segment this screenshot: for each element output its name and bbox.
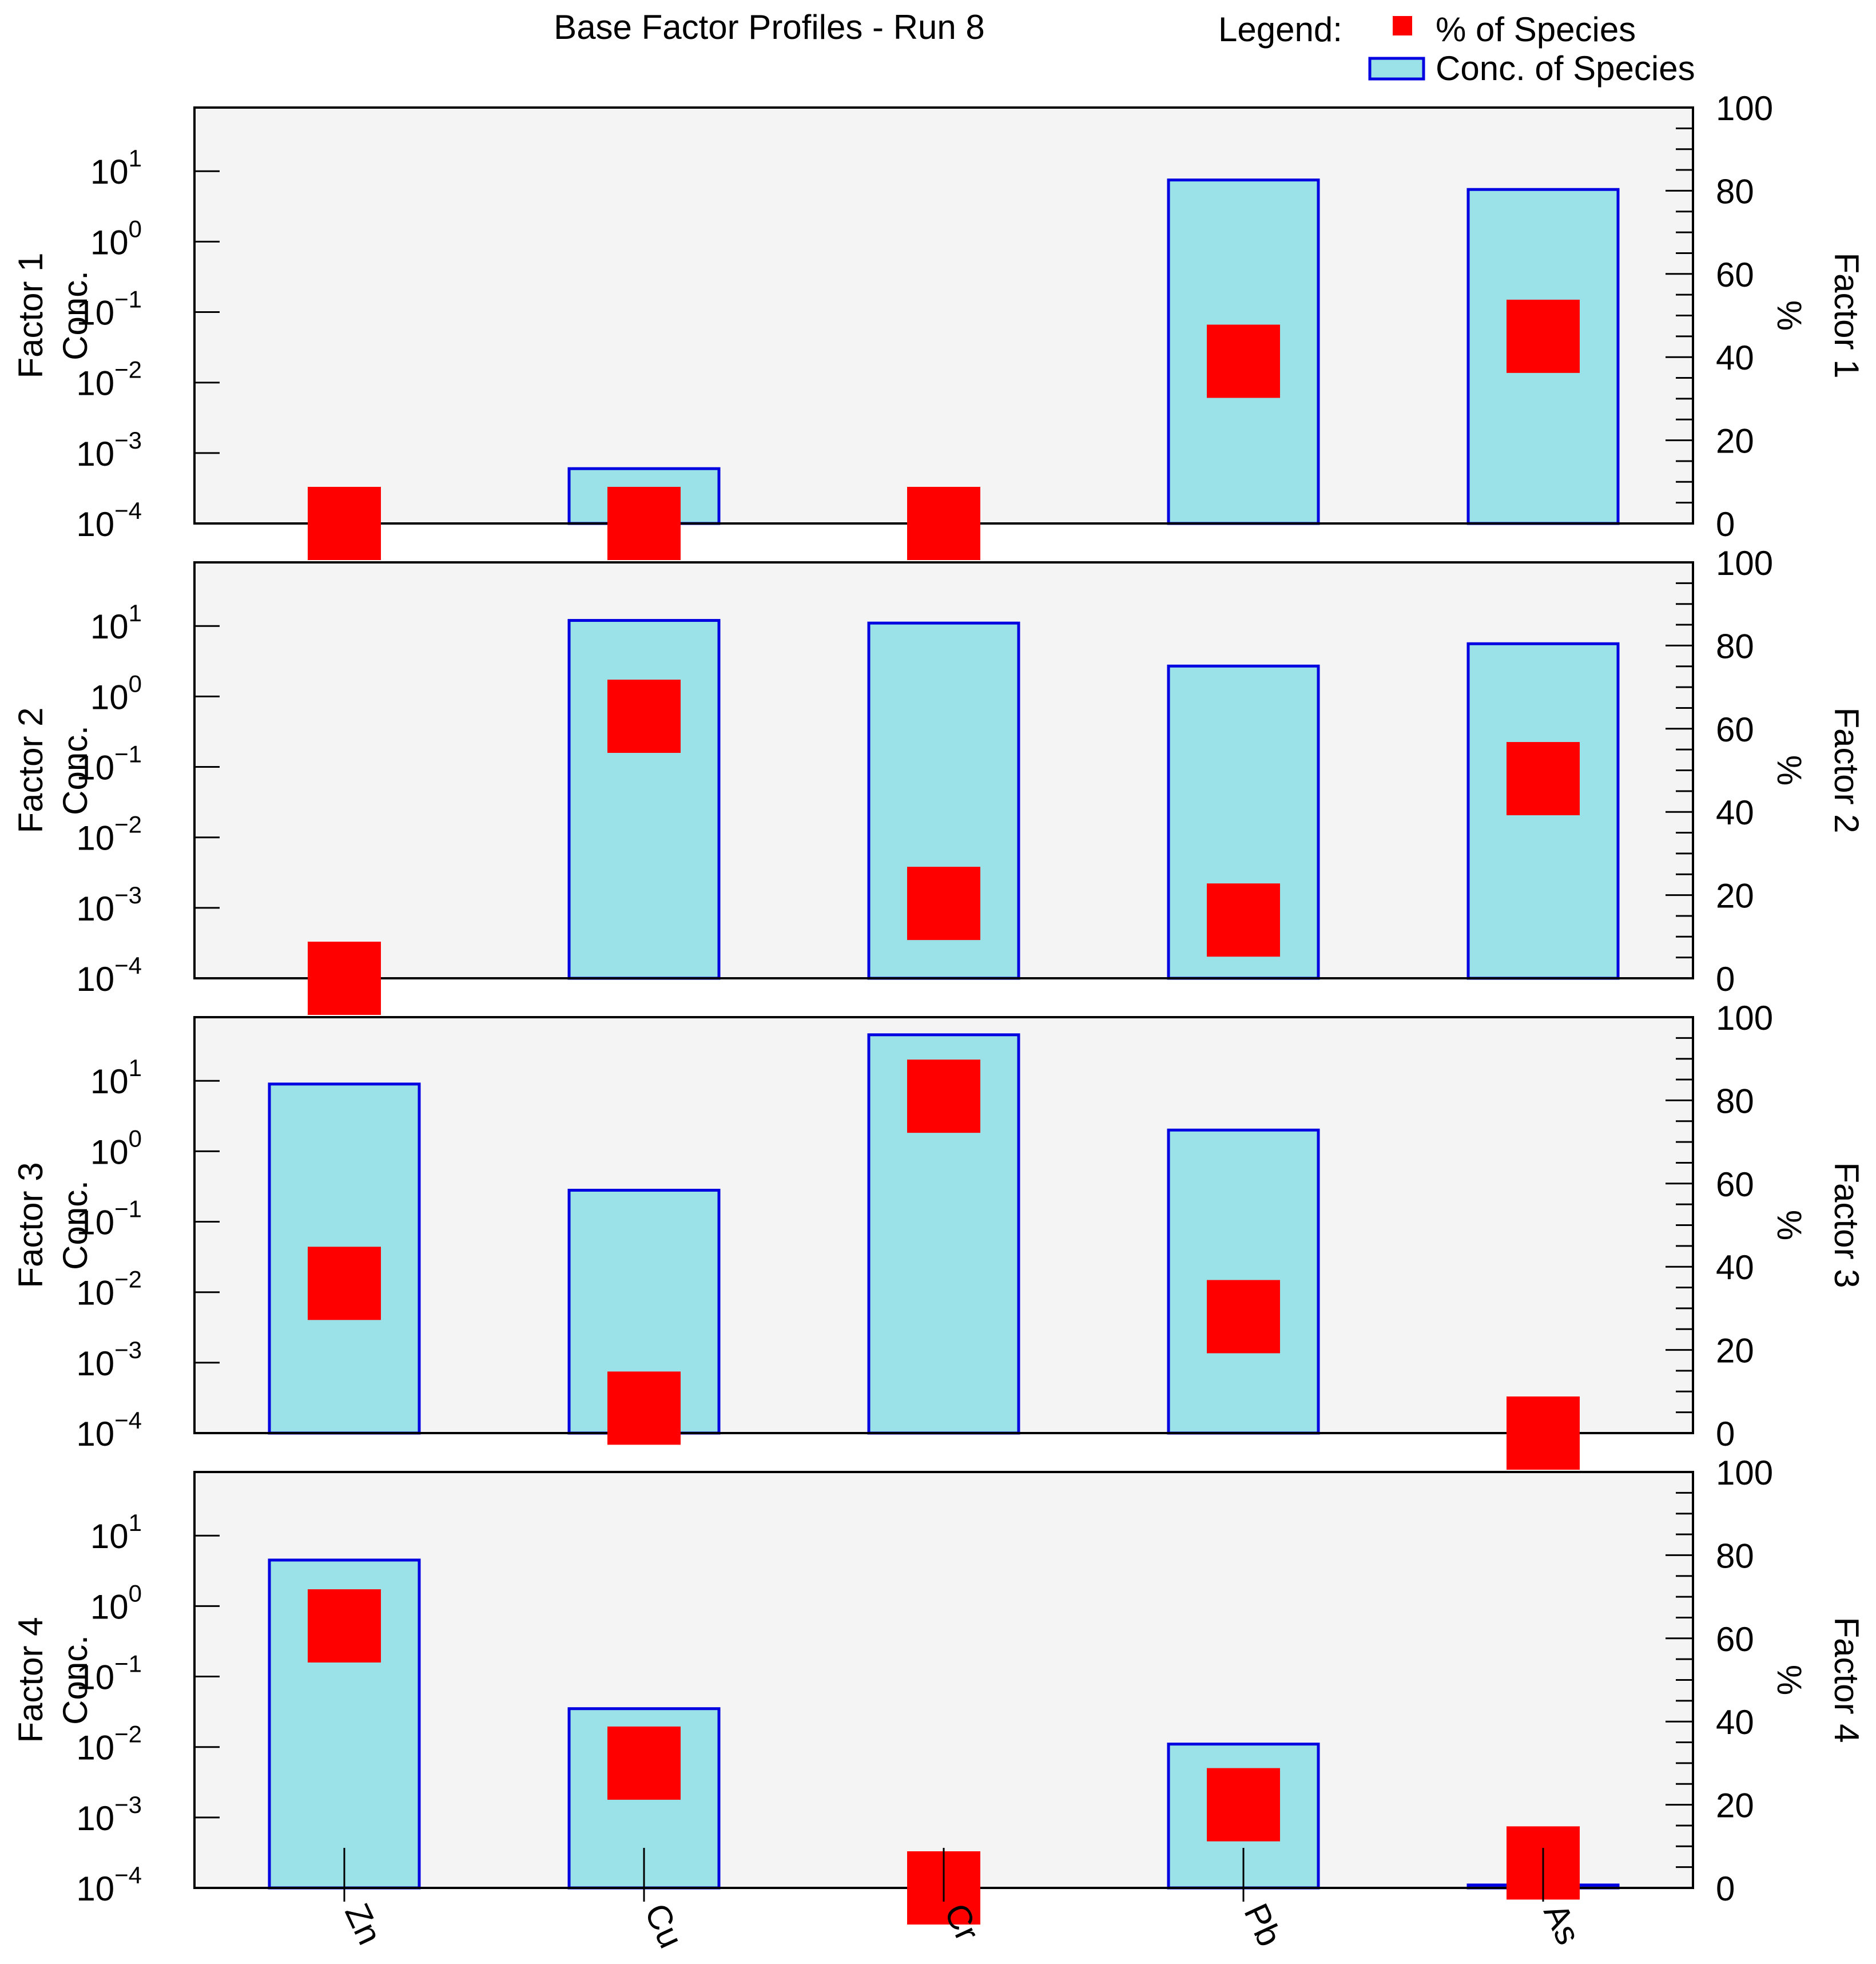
percent-marker-zn bbox=[308, 1247, 381, 1320]
right-axis-title-unit: % bbox=[1770, 1665, 1809, 1695]
chart-title: Base Factor Profiles - Run 8 bbox=[554, 8, 985, 46]
left-tick-label: 100 bbox=[90, 215, 142, 261]
right-axis-title-unit: % bbox=[1770, 1210, 1809, 1240]
percent-marker-cu bbox=[607, 1726, 681, 1800]
right-tick-label: 100 bbox=[1716, 89, 1773, 128]
right-tick-label: 0 bbox=[1716, 960, 1735, 998]
percent-marker-as bbox=[1507, 1396, 1580, 1470]
left-tick-label: 10−2 bbox=[76, 1266, 142, 1312]
category-label-cu: Cu bbox=[637, 1898, 690, 1954]
right-tick-label: 100 bbox=[1716, 999, 1773, 1037]
right-tick-label: 0 bbox=[1716, 1415, 1735, 1453]
left-tick-label: 100 bbox=[90, 670, 142, 716]
factor-panel-2: 10−410−310−210−1100101020406080100Factor… bbox=[11, 544, 1866, 1015]
left-tick-label: 10−2 bbox=[76, 1721, 142, 1767]
left-axis-title-factor: Factor 1 bbox=[11, 252, 50, 378]
legend-percent-label: % of Species bbox=[1436, 10, 1636, 49]
left-tick-label: 10−3 bbox=[76, 882, 142, 928]
right-tick-label: 0 bbox=[1716, 1870, 1735, 1908]
right-tick-label: 60 bbox=[1716, 711, 1754, 749]
category-label-as: As bbox=[1536, 1898, 1588, 1950]
right-tick-label: 0 bbox=[1716, 505, 1735, 543]
left-tick-label: 10−3 bbox=[76, 1791, 142, 1838]
percent-marker-cr bbox=[907, 487, 980, 560]
percent-marker-zn bbox=[308, 487, 381, 560]
legend-percent-marker bbox=[1393, 16, 1412, 35]
right-tick-label: 40 bbox=[1716, 1248, 1754, 1287]
right-tick-label: 20 bbox=[1716, 1332, 1754, 1370]
percent-marker-cr bbox=[907, 1060, 980, 1133]
left-axis-title-unit: Conc. bbox=[56, 271, 94, 360]
left-tick-label: 10−4 bbox=[76, 1862, 142, 1908]
left-tick-label: 101 bbox=[90, 1509, 142, 1556]
right-tick-label: 40 bbox=[1716, 1703, 1754, 1741]
left-tick-label: 10−2 bbox=[76, 811, 142, 858]
percent-marker-pb bbox=[1207, 1280, 1280, 1354]
left-axis-title-factor: Factor 3 bbox=[11, 1162, 50, 1288]
left-tick-label: 10−1 bbox=[76, 1650, 142, 1697]
legend-conc-marker bbox=[1368, 57, 1425, 81]
percent-marker-pb bbox=[1207, 883, 1280, 957]
left-tick-label: 10−3 bbox=[76, 427, 142, 473]
conc-bar-cu bbox=[567, 618, 721, 980]
left-tick-label: 10−4 bbox=[76, 952, 142, 998]
right-axis-title-factor: Factor 2 bbox=[1827, 707, 1866, 833]
left-axis-title-unit: Conc. bbox=[56, 725, 94, 815]
right-tick-label: 80 bbox=[1716, 172, 1754, 211]
factor-panel-3: 10−410−310−210−1100101020406080100Factor… bbox=[11, 999, 1866, 1470]
right-tick-label: 100 bbox=[1716, 1454, 1773, 1492]
left-axis-title-unit: Conc. bbox=[56, 1180, 94, 1270]
right-tick-label: 20 bbox=[1716, 422, 1754, 461]
legend-label: Legend: bbox=[1218, 10, 1342, 49]
plot-area bbox=[194, 108, 1693, 523]
left-axis-title-factor: Factor 4 bbox=[11, 1617, 50, 1743]
left-tick-label: 101 bbox=[90, 145, 142, 191]
category-label-pb: Pb bbox=[1237, 1898, 1289, 1952]
right-tick-label: 20 bbox=[1716, 877, 1754, 915]
percent-marker-pb bbox=[1207, 324, 1280, 398]
percent-marker-as bbox=[1507, 742, 1580, 816]
percent-marker-zn bbox=[308, 942, 381, 1015]
percent-marker-pb bbox=[1207, 1768, 1280, 1842]
left-tick-label: 10−4 bbox=[76, 497, 142, 543]
factor-panel-4: 10−4 10−3 10−2 10−1 100 101 0 20 40 60 80 100 Factor… bbox=[11, 1454, 1866, 1925]
percent-marker-cr bbox=[907, 867, 980, 941]
left-tick-label: 101 bbox=[90, 1054, 142, 1101]
right-axis-title-factor: Factor 3 bbox=[1827, 1162, 1866, 1288]
right-axis-title-unit: % bbox=[1770, 300, 1809, 331]
right-tick-label: 80 bbox=[1716, 1537, 1754, 1575]
percent-marker-cu bbox=[607, 487, 681, 560]
right-tick-label: 60 bbox=[1716, 1620, 1754, 1659]
right-tick-label: 60 bbox=[1716, 1165, 1754, 1204]
plot-area bbox=[194, 1472, 1693, 1888]
left-axis-title-unit: Conc. bbox=[56, 1635, 94, 1725]
right-tick-label: 80 bbox=[1716, 1082, 1754, 1120]
left-axis-title-factor: Factor 2 bbox=[11, 707, 50, 833]
left-tick-label: 100 bbox=[90, 1125, 142, 1171]
right-tick-label: 20 bbox=[1716, 1787, 1754, 1825]
left-tick-label: 10−2 bbox=[76, 356, 142, 403]
left-tick-label: 10−3 bbox=[76, 1336, 142, 1383]
right-tick-label: 60 bbox=[1716, 256, 1754, 294]
right-tick-label: 40 bbox=[1716, 339, 1754, 377]
factor-panel-1: 10−410−310−210−1100101020406080100Factor… bbox=[11, 89, 1866, 560]
right-axis-title-unit: % bbox=[1770, 755, 1809, 785]
left-tick-label: 10−4 bbox=[76, 1407, 142, 1453]
left-tick-label: 100 bbox=[90, 1580, 142, 1626]
right-tick-label: 40 bbox=[1716, 793, 1754, 832]
right-axis-title-factor: Factor 4 bbox=[1827, 1617, 1866, 1743]
percent-marker-zn bbox=[308, 1589, 381, 1663]
right-tick-label: 80 bbox=[1716, 627, 1754, 665]
percent-marker-cu bbox=[607, 1371, 681, 1445]
factor-panels: 10−4 10−3 10−2 10−1 100 101 0 20 40 60 80 100 Factor… bbox=[11, 89, 1866, 1925]
percent-marker-as bbox=[1507, 299, 1580, 373]
left-tick-label: 101 bbox=[90, 600, 142, 646]
right-tick-label: 100 bbox=[1716, 544, 1773, 582]
percent-marker-cu bbox=[607, 679, 681, 753]
right-axis-title-factor: Factor 1 bbox=[1827, 252, 1866, 378]
category-label-zn: Zn bbox=[337, 1898, 389, 1950]
legend-conc-label: Conc. of Species bbox=[1436, 49, 1695, 88]
